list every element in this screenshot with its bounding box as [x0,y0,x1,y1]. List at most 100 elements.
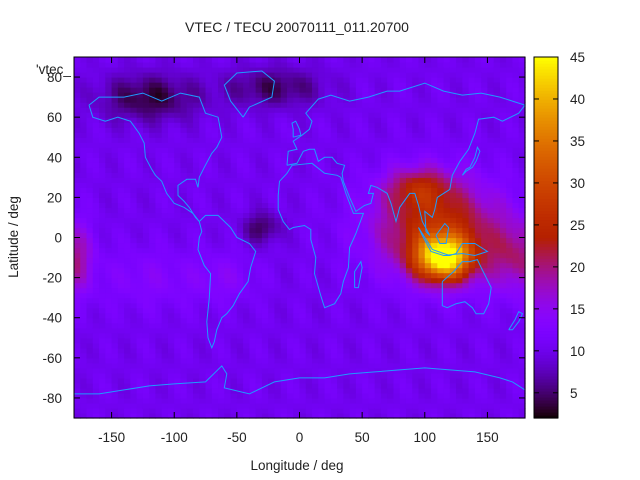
heatmap-cell [286,117,294,123]
heatmap-cell [86,197,94,203]
heatmap-cell [299,397,307,404]
heatmap-cell [437,412,445,419]
heatmap-cell [456,127,463,133]
heatmap-cell [124,202,131,209]
heatmap-cell [362,102,369,108]
heatmap-cell [393,167,401,173]
heatmap-cell [493,102,501,108]
heatmap-cell [418,292,426,299]
heatmap-cell [318,82,326,88]
heatmap-cell [330,247,338,254]
heatmap-cell [167,67,175,73]
heatmap-cell [224,277,232,284]
heatmap-cell [493,192,501,198]
heatmap-cell [437,352,445,359]
heatmap-cell [399,292,407,299]
heatmap-cell [424,232,432,239]
heatmap-cell [418,187,426,193]
heatmap-cell [318,397,326,404]
heatmap-cell [431,242,438,249]
heatmap-cell [268,362,276,369]
heatmap-cell [124,402,131,409]
heatmap-cell [337,257,344,264]
heatmap-cell [393,97,401,103]
heatmap-cell [293,337,301,344]
heatmap-cell [186,327,194,334]
heatmap-cell [117,242,125,249]
heatmap-cell [261,337,269,344]
heatmap-cell [193,402,200,409]
heatmap-cell [387,152,395,158]
heatmap-cell [149,182,157,188]
heatmap-cell [343,272,351,279]
heatmap-cell [261,227,269,234]
heatmap-cell [180,72,188,78]
heatmap-cell [142,217,150,224]
heatmap-cell [74,67,81,73]
heatmap-cell [249,162,257,168]
heatmap-cell [412,182,420,188]
heatmap-cell [274,237,282,244]
heatmap-cell [330,277,338,284]
heatmap-cell [280,267,288,274]
heatmap-cell [387,287,395,294]
heatmap-cell [130,347,138,354]
heatmap-cell [261,152,269,158]
heatmap-cell [312,277,319,284]
heatmap-cell [243,132,250,138]
heatmap-cell [243,107,250,113]
heatmap-cell [431,187,438,193]
heatmap-cell [431,292,438,299]
heatmap-cell [474,167,482,173]
heatmap-cell [368,362,376,369]
heatmap-cell [368,157,376,163]
heatmap-cell [236,327,244,334]
heatmap-cell [337,272,344,279]
heatmap-cell [312,77,319,83]
heatmap-cell [167,382,175,389]
heatmap-cell [405,142,413,148]
heatmap-cell [349,127,357,133]
heatmap-cell [431,87,438,93]
heatmap-cell [74,77,81,83]
heatmap-cell [330,117,338,123]
heatmap-cell [312,322,319,329]
heatmap-cell [330,322,338,329]
heatmap-cell [99,277,106,284]
heatmap-cell [117,182,125,188]
heatmap-cell [499,252,507,259]
heatmap-cell [286,227,294,234]
heatmap-cell [456,382,463,389]
heatmap-cell [431,177,438,183]
heatmap-cell [255,312,263,319]
heatmap-cell [380,152,388,158]
heatmap-cell [474,127,482,133]
heatmap-cell [149,322,157,329]
heatmap-cell [362,232,369,239]
heatmap-cell [161,292,169,299]
heatmap-cell [149,242,157,249]
heatmap-cell [249,287,257,294]
heatmap-cell [80,392,88,399]
heatmap-cell [456,402,463,409]
heatmap-cell [193,197,200,203]
heatmap-cell [92,192,100,198]
heatmap-cell [418,392,426,399]
heatmap-cell [99,407,106,414]
heatmap-cell [305,292,313,299]
heatmap-cell [349,227,357,234]
heatmap-cell [293,217,301,224]
heatmap-cell [167,157,175,163]
heatmap-cell [349,192,357,198]
heatmap-cell [280,217,288,224]
heatmap-cell [324,87,332,93]
heatmap-cell [337,117,344,123]
heatmap-cell [293,357,301,364]
heatmap-cell [424,397,432,404]
heatmap-cell [312,377,319,384]
heatmap-cell [487,67,495,73]
heatmap-cell [211,252,219,259]
heatmap-cell [99,397,106,404]
heatmap-cell [149,272,157,279]
heatmap-cell [305,202,313,209]
